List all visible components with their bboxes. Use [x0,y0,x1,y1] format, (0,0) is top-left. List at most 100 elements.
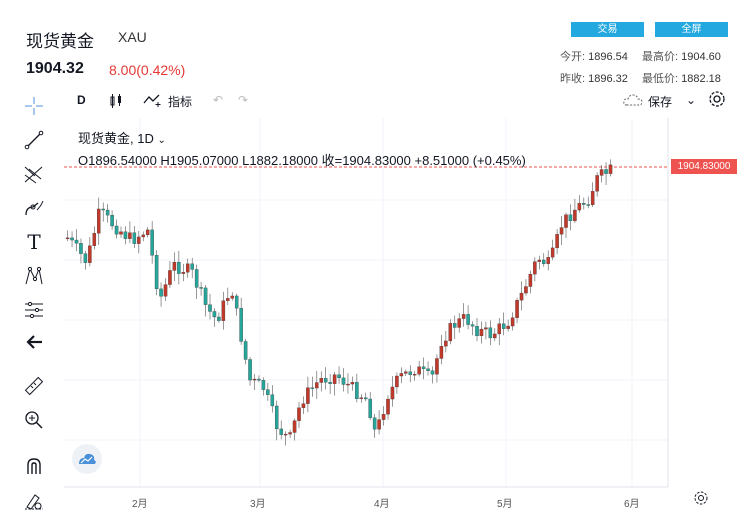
candle [181,272,186,274]
candle [203,287,208,305]
candle [439,346,444,359]
chevron-down-icon[interactable]: ⌄ [157,135,166,146]
arrow-left-icon[interactable] [22,330,46,354]
crosshair-icon[interactable] [22,94,46,118]
save-button[interactable]: 保存 [648,95,673,109]
candle-type-icon[interactable] [108,93,124,112]
candle [542,259,546,264]
text-tool-icon[interactable]: T [27,230,41,254]
candle [319,378,323,383]
chart-legend-ohlc: O1896.54000 H1905.07000 L1882.18000 收=19… [78,153,526,168]
legend-interval[interactable]: 1D [137,131,154,146]
instrument-symbol: XAU [118,29,147,45]
redo-icon[interactable]: ↷ [238,93,249,107]
candle [475,325,479,337]
ruler-icon[interactable] [22,374,46,398]
candle [550,247,555,258]
candle [65,237,70,240]
candle [248,359,252,381]
candle [323,378,328,383]
fullscreen-button[interactable]: 全屏 [655,22,728,37]
brush-icon[interactable] [22,196,46,220]
candle [608,164,613,174]
candle [528,273,533,287]
candle [497,323,501,335]
indicators-button[interactable]: 指标 [168,95,193,109]
candle [599,169,604,176]
candle [470,324,475,327]
candle [310,387,315,389]
candle [461,314,466,319]
candle [515,300,519,318]
time-label-may: 5月 [497,499,513,510]
candle [381,414,386,420]
logo-icon[interactable] [72,444,102,474]
candle [257,378,261,381]
candle [435,358,439,375]
time-label-jun: 6月 [624,499,640,510]
candle [466,314,470,325]
pattern-tool-icon[interactable] [22,264,46,288]
candle [524,286,528,294]
candle [88,245,92,263]
price-change: 8.00(0.42%) [109,62,186,78]
candle [128,232,132,239]
magnet-icon[interactable] [22,454,46,478]
candle [185,263,190,273]
instrument-name: 现货黄金 [26,32,94,51]
last-price-tag: 1904.83000 [671,159,737,174]
candle [163,284,168,297]
candle [261,380,266,390]
candle [297,407,301,421]
candle [448,323,453,342]
chevron-down-icon[interactable]: ⌄ [686,93,697,107]
candle [217,316,221,321]
chart-toolbar: D 指标 ↶ ↷ 保存 ⌄ [60,90,748,112]
candle [479,328,484,337]
trend-line-icon[interactable] [22,128,46,152]
zoom-in-icon[interactable] [22,408,46,432]
candle [332,374,337,384]
candle [172,261,177,271]
legend-symbol: 现货黄金, [78,131,134,146]
candle [150,229,154,256]
candle [546,257,550,264]
candle [101,208,105,211]
chart-settings-icon[interactable] [693,490,709,511]
chart-grid [64,118,668,487]
high-stat: 最高价: 1904.60 [642,48,721,64]
interval-button[interactable]: D [77,93,86,107]
candle [74,239,79,244]
prediction-tool-icon[interactable] [22,298,46,322]
candle [359,397,364,399]
trade-button[interactable]: 交易 [571,22,644,37]
gear-icon[interactable] [708,90,726,111]
undo-icon[interactable]: ↶ [213,93,224,107]
candle [145,229,150,236]
candle [426,368,430,371]
candle [573,209,577,222]
candle [412,374,417,376]
time-label-apr: 4月 [374,499,390,510]
candle [417,366,421,375]
candle [484,327,488,330]
lock-drawing-icon[interactable] [22,488,46,512]
candle [288,432,292,435]
indicators-icon[interactable] [143,93,165,110]
chart-legend-title: 现货黄金, 1D ⌄ [78,128,166,147]
candle [568,214,573,222]
candle [199,287,203,289]
prev-close-value: 1896.32 [588,73,628,85]
candle [306,387,310,404]
candle [92,233,97,246]
cloud-icon[interactable] [622,93,644,110]
candle [141,234,145,238]
candle [79,243,83,254]
candle [501,323,506,329]
candle [604,169,608,174]
candle [83,253,88,263]
candle [488,327,493,339]
fib-tool-icon[interactable] [22,162,46,186]
candle [110,214,114,227]
